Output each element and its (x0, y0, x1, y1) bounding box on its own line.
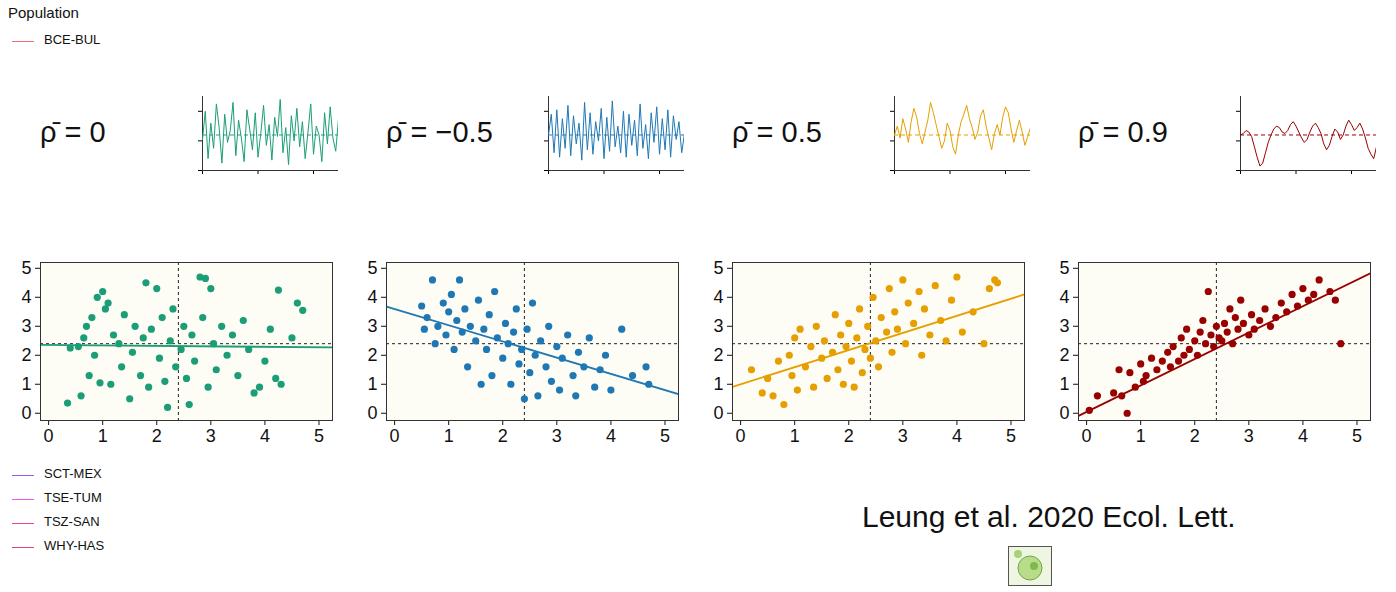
svg-text:1: 1 (21, 374, 31, 394)
svg-text:2: 2 (367, 345, 377, 365)
svg-text:1: 1 (790, 426, 800, 446)
svg-text:3: 3 (898, 426, 908, 446)
svg-text:1: 1 (713, 374, 723, 394)
svg-text:3: 3 (1244, 426, 1254, 446)
html-text:ρ̄ = −0.5: ρ̄ = −0.5 (386, 116, 493, 148)
svg-text:0: 0 (390, 426, 400, 446)
svg-text:1: 1 (444, 426, 454, 446)
svg-text:3: 3 (552, 426, 562, 446)
html-text:ρ̄ = 0: ρ̄ = 0 (40, 116, 106, 148)
svg-text:1: 1 (1059, 374, 1069, 394)
svg-text:3: 3 (21, 316, 31, 336)
svg-text:0: 0 (1082, 426, 1092, 446)
html-text:BCE-BUL: BCE-BUL (44, 32, 101, 47)
html-text:WHY-HAS: WHY-HAS (44, 538, 105, 553)
svg-text:0: 0 (1059, 403, 1069, 423)
svg-text:0: 0 (44, 426, 54, 446)
svg-text:2: 2 (1190, 426, 1200, 446)
svg-text:2: 2 (713, 345, 723, 365)
svg-text:3: 3 (206, 426, 216, 446)
html-text:SCT-MEX: SCT-MEX (44, 466, 102, 481)
svg-text:5: 5 (713, 258, 723, 278)
svg-text:3: 3 (1059, 316, 1069, 336)
svg-text:5: 5 (21, 258, 31, 278)
svg-text:2: 2 (21, 345, 31, 365)
svg-text:2: 2 (152, 426, 162, 446)
svg-text:4: 4 (606, 426, 616, 446)
svg-text:3: 3 (367, 316, 377, 336)
svg-text:2: 2 (1059, 345, 1069, 365)
svg-text:5: 5 (660, 426, 670, 446)
svg-text:4: 4 (367, 287, 377, 307)
svg-text:0: 0 (713, 403, 723, 423)
svg-text:5: 5 (367, 258, 377, 278)
svg-text:3: 3 (713, 316, 723, 336)
html-text:Leung et al. 2020 Ecol. Lett.: Leung et al. 2020 Ecol. Lett. (862, 500, 1236, 533)
svg-text:5: 5 (1006, 426, 1016, 446)
html-text:ρ̄ = 0.5: ρ̄ = 0.5 (732, 116, 822, 148)
svg-text:0: 0 (736, 426, 746, 446)
svg-text:4: 4 (952, 426, 962, 446)
svg-text:0: 0 (21, 403, 31, 423)
svg-text:4: 4 (1059, 287, 1069, 307)
svg-text:2: 2 (844, 426, 854, 446)
html-text:TSZ-SAN: TSZ-SAN (44, 514, 100, 529)
svg-text:4: 4 (260, 426, 270, 446)
svg-text:5: 5 (314, 426, 324, 446)
svg-text:5: 5 (1352, 426, 1362, 446)
svg-text:4: 4 (713, 287, 723, 307)
html-text:ρ̄ = 0.9: ρ̄ = 0.9 (1078, 116, 1168, 148)
svg-text:2: 2 (498, 426, 508, 446)
svg-text:1: 1 (1136, 426, 1146, 446)
svg-text:5: 5 (1059, 258, 1069, 278)
svg-text:1: 1 (98, 426, 108, 446)
svg-text:4: 4 (21, 287, 31, 307)
html-text:Population: Population (8, 4, 79, 21)
html-text:TSE-TUM: TSE-TUM (44, 490, 102, 505)
svg-text:1: 1 (367, 374, 377, 394)
svg-text:4: 4 (1298, 426, 1308, 446)
svg-text:0: 0 (367, 403, 377, 423)
